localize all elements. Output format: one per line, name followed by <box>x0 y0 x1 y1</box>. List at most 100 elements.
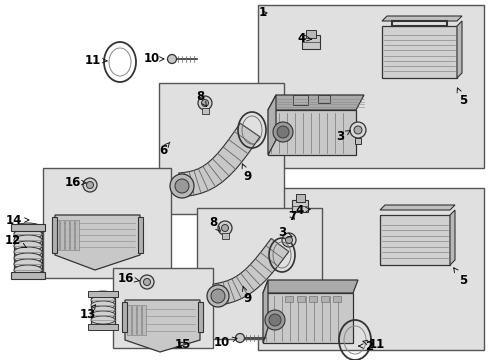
Bar <box>258 5 483 168</box>
Circle shape <box>268 314 281 326</box>
Polygon shape <box>75 220 79 250</box>
Polygon shape <box>142 305 146 335</box>
Polygon shape <box>263 293 352 343</box>
Text: 11: 11 <box>362 338 385 351</box>
Polygon shape <box>70 220 74 250</box>
Bar <box>354 138 360 144</box>
Bar <box>198 302 203 332</box>
Bar <box>295 194 305 202</box>
Circle shape <box>264 310 285 330</box>
Circle shape <box>210 289 224 303</box>
Circle shape <box>86 181 93 189</box>
Polygon shape <box>11 272 45 279</box>
Text: 16: 16 <box>65 175 86 189</box>
Circle shape <box>170 174 194 198</box>
Text: 3: 3 <box>277 226 291 239</box>
Circle shape <box>285 237 292 243</box>
Polygon shape <box>263 280 357 293</box>
Circle shape <box>167 54 176 63</box>
Circle shape <box>235 333 244 342</box>
Polygon shape <box>137 305 141 335</box>
Circle shape <box>140 275 154 289</box>
Ellipse shape <box>14 235 42 245</box>
Text: 13: 13 <box>80 305 96 321</box>
Polygon shape <box>379 215 449 265</box>
Bar <box>197 208 321 339</box>
Polygon shape <box>449 210 454 265</box>
Ellipse shape <box>14 259 42 269</box>
Circle shape <box>201 99 208 107</box>
Bar <box>202 108 208 114</box>
Ellipse shape <box>91 311 115 319</box>
Polygon shape <box>127 305 131 335</box>
Ellipse shape <box>14 241 42 251</box>
Text: 2: 2 <box>358 339 372 352</box>
Ellipse shape <box>14 265 42 275</box>
Ellipse shape <box>14 247 42 257</box>
Text: 1: 1 <box>259 6 266 19</box>
Bar <box>122 302 127 332</box>
Text: 10: 10 <box>143 53 163 66</box>
Bar <box>222 233 228 239</box>
Polygon shape <box>263 280 267 343</box>
Bar <box>302 35 319 49</box>
Text: 11: 11 <box>85 54 107 67</box>
Text: 3: 3 <box>335 130 349 144</box>
Ellipse shape <box>14 253 42 263</box>
Bar <box>332 296 340 302</box>
Polygon shape <box>88 291 118 297</box>
Circle shape <box>206 285 228 307</box>
Polygon shape <box>178 123 259 197</box>
Text: 10: 10 <box>213 336 237 348</box>
Bar <box>43 168 171 278</box>
Text: 6: 6 <box>159 142 169 157</box>
Text: 5: 5 <box>453 268 466 287</box>
Polygon shape <box>267 95 275 155</box>
Text: 12: 12 <box>5 234 26 248</box>
Ellipse shape <box>91 296 115 304</box>
Polygon shape <box>125 300 200 352</box>
Bar <box>305 30 315 38</box>
Polygon shape <box>60 220 64 250</box>
Text: 7: 7 <box>287 210 295 222</box>
Circle shape <box>282 233 295 247</box>
Polygon shape <box>381 16 461 21</box>
Circle shape <box>83 178 97 192</box>
Circle shape <box>276 126 288 138</box>
Polygon shape <box>456 21 461 78</box>
Bar <box>91 295 115 327</box>
Circle shape <box>221 225 228 231</box>
Ellipse shape <box>91 291 115 299</box>
Circle shape <box>353 126 361 134</box>
Bar <box>113 268 213 348</box>
Circle shape <box>198 96 212 110</box>
Polygon shape <box>132 305 136 335</box>
Polygon shape <box>267 110 355 155</box>
Bar <box>52 217 57 253</box>
Bar <box>317 95 329 103</box>
Text: 9: 9 <box>242 164 252 184</box>
Bar <box>138 217 142 253</box>
Bar <box>292 95 307 105</box>
Polygon shape <box>379 205 454 210</box>
Circle shape <box>175 179 189 193</box>
Bar <box>308 296 316 302</box>
Bar <box>159 83 284 214</box>
Ellipse shape <box>14 229 42 239</box>
Polygon shape <box>55 220 59 250</box>
Polygon shape <box>267 95 363 110</box>
Text: 4: 4 <box>297 31 311 45</box>
Bar <box>291 200 307 212</box>
Circle shape <box>218 221 231 235</box>
Ellipse shape <box>91 301 115 309</box>
Ellipse shape <box>91 306 115 314</box>
Ellipse shape <box>91 316 115 324</box>
Circle shape <box>272 122 292 142</box>
Circle shape <box>143 279 150 285</box>
Ellipse shape <box>14 223 42 233</box>
Text: 15: 15 <box>174 338 191 351</box>
Text: 9: 9 <box>242 286 251 305</box>
Bar <box>258 188 483 350</box>
Bar <box>14 228 42 276</box>
Polygon shape <box>55 215 140 270</box>
